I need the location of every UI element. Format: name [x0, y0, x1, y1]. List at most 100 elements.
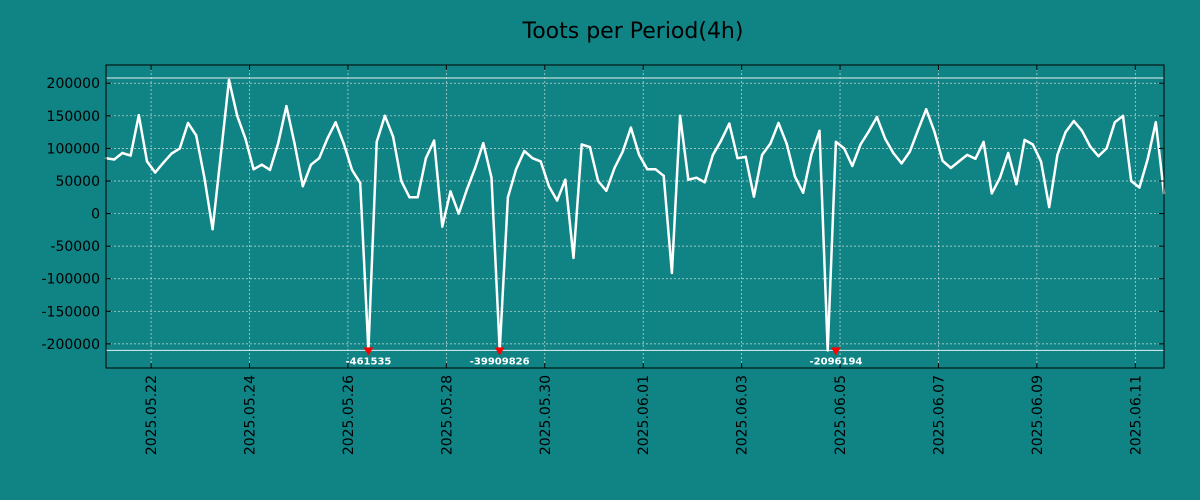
data-point [268, 168, 272, 172]
x-axis: 2025.05.22 2025.05.24 2025.05.26 2025.05.28… [144, 65, 1144, 455]
data-point [465, 188, 469, 191]
y-tick-label: -50000 [50, 239, 100, 255]
data-point [1138, 186, 1141, 189]
data-point [1113, 121, 1116, 124]
y-tick-label: 100000 [47, 141, 100, 157]
data-point [695, 176, 698, 179]
grid [106, 65, 1164, 368]
data-point [203, 176, 206, 179]
data-point [1031, 143, 1034, 146]
data-point [637, 153, 641, 157]
data-point [777, 121, 780, 125]
data-point [113, 158, 116, 161]
data-point [924, 108, 928, 111]
data-point [490, 176, 493, 179]
data-point [588, 145, 592, 149]
data-point [186, 121, 190, 125]
data-point [1064, 130, 1067, 134]
data-point [547, 185, 551, 188]
data-point [129, 154, 132, 157]
x-tick-label: 2025.06.07 [931, 375, 947, 455]
data-point [982, 140, 985, 144]
x-tick-label: 2025.05.30 [538, 375, 554, 455]
data-point [875, 115, 879, 119]
data-point [1039, 160, 1043, 163]
clip-reference-lines [106, 77, 1164, 351]
data-point [285, 104, 288, 108]
y-tick-label: -150000 [42, 304, 101, 320]
data-point [810, 153, 813, 157]
data-point [654, 168, 657, 171]
data-point [408, 196, 411, 199]
data-point [1080, 129, 1084, 133]
data-point [719, 139, 723, 142]
data-point [1056, 153, 1059, 157]
data-point [1047, 205, 1051, 209]
data-point [506, 196, 510, 199]
data-point [178, 147, 182, 150]
data-point [801, 191, 805, 194]
x-tick-label: 2025.06.03 [735, 375, 751, 455]
data-point [900, 162, 903, 165]
x-tick-label: 2025.06.09 [1030, 375, 1046, 455]
data-point [867, 130, 870, 133]
data-point [941, 159, 944, 162]
data-point [621, 150, 624, 153]
data-point [531, 156, 534, 160]
y-tick-label: 150000 [47, 109, 100, 125]
data-point [760, 153, 764, 157]
data-point [613, 166, 616, 170]
data-point [703, 181, 706, 184]
data-point [359, 181, 362, 185]
data-point [892, 151, 895, 155]
annotation-label: -461535 [345, 356, 391, 367]
data-point [293, 142, 296, 146]
data-point [564, 178, 567, 181]
marker-layer [363, 347, 841, 356]
data-point [834, 140, 838, 144]
y-tick-label: -200000 [42, 337, 101, 353]
data-point [121, 151, 124, 155]
data-point [785, 142, 788, 146]
data-point [334, 121, 337, 124]
data-point [236, 114, 239, 118]
data-point [646, 168, 649, 171]
clip-marker [494, 347, 505, 356]
data-point [162, 161, 165, 164]
data-point [227, 78, 231, 82]
data-point [1105, 147, 1108, 150]
data-point [744, 155, 747, 159]
y-tick-label: 50000 [55, 174, 100, 190]
y-tick-label: 200000 [47, 76, 100, 92]
data-point [662, 174, 665, 177]
data-point [883, 137, 887, 140]
data-point [555, 199, 559, 202]
data-point [441, 225, 444, 228]
data-point [998, 176, 1002, 179]
data-point [933, 130, 936, 133]
data-point [752, 195, 756, 198]
data-point [326, 137, 329, 140]
data-point [687, 178, 690, 181]
data-point [449, 190, 452, 193]
data-point [170, 152, 173, 155]
data-point [580, 143, 583, 146]
data-point [301, 185, 305, 188]
data-point [195, 134, 198, 137]
data-point [375, 140, 378, 144]
data-point [596, 179, 600, 183]
clip-marker [830, 347, 841, 356]
annotation-label: -2096194 [810, 356, 863, 367]
x-tick-label: 2025.06.11 [1128, 375, 1144, 455]
series-line [105, 78, 1166, 352]
data-point [974, 157, 977, 161]
y-tick-label: 0 [91, 207, 100, 223]
data-point [1023, 138, 1026, 142]
data-point [539, 160, 542, 163]
data-point [154, 171, 157, 174]
data-point [1129, 179, 1133, 183]
data-point [793, 175, 797, 178]
data-point [1097, 155, 1100, 158]
